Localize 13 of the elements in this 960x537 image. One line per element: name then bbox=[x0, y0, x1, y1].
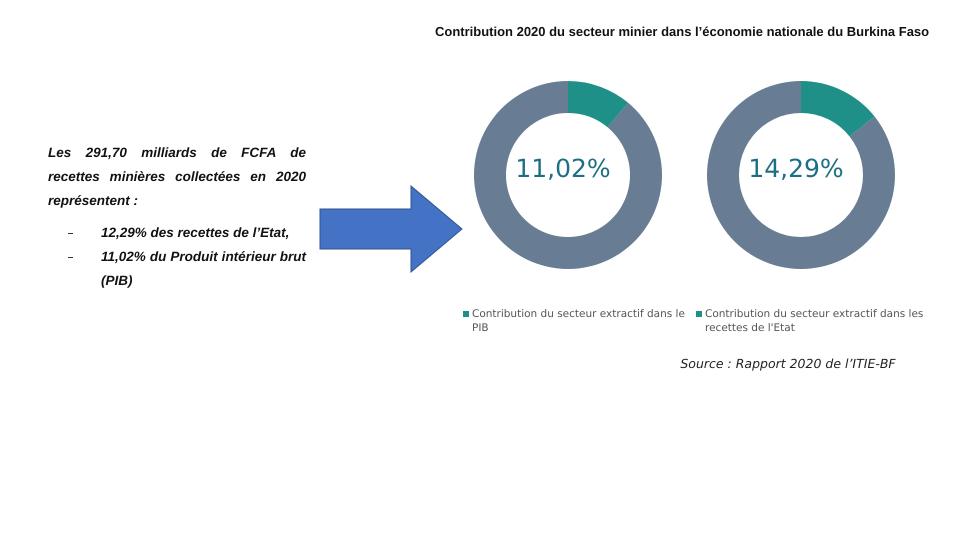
text: 11,02% bbox=[514, 154, 612, 183]
legend-label: Contribution du secteur extractif dans les recettes de l'Etat bbox=[705, 307, 924, 335]
donut-slice bbox=[707, 81, 895, 269]
legend-label: Contribution du secteur extractif dans le PIB bbox=[472, 307, 686, 335]
chart-title: Contribution 2020 du secteur minier dans l’économie nationale du Burkina Faso bbox=[435, 24, 930, 39]
text: 11,02% du Produit intérieur brut (PIB) bbox=[101, 248, 306, 290]
source-note: Source : Rapport 2020 de l’ITIE-BF bbox=[679, 356, 897, 371]
donut-slice bbox=[568, 81, 628, 128]
text: Les 291,70 milliards de FCFA de recettes minières collectées en 2020 représentent : bbox=[48, 144, 306, 210]
donut-slice bbox=[801, 81, 875, 136]
text: 12,29% des recettes de l’Etat, bbox=[101, 224, 290, 242]
text: 14,29% bbox=[747, 154, 845, 183]
donut-slice bbox=[474, 81, 662, 269]
